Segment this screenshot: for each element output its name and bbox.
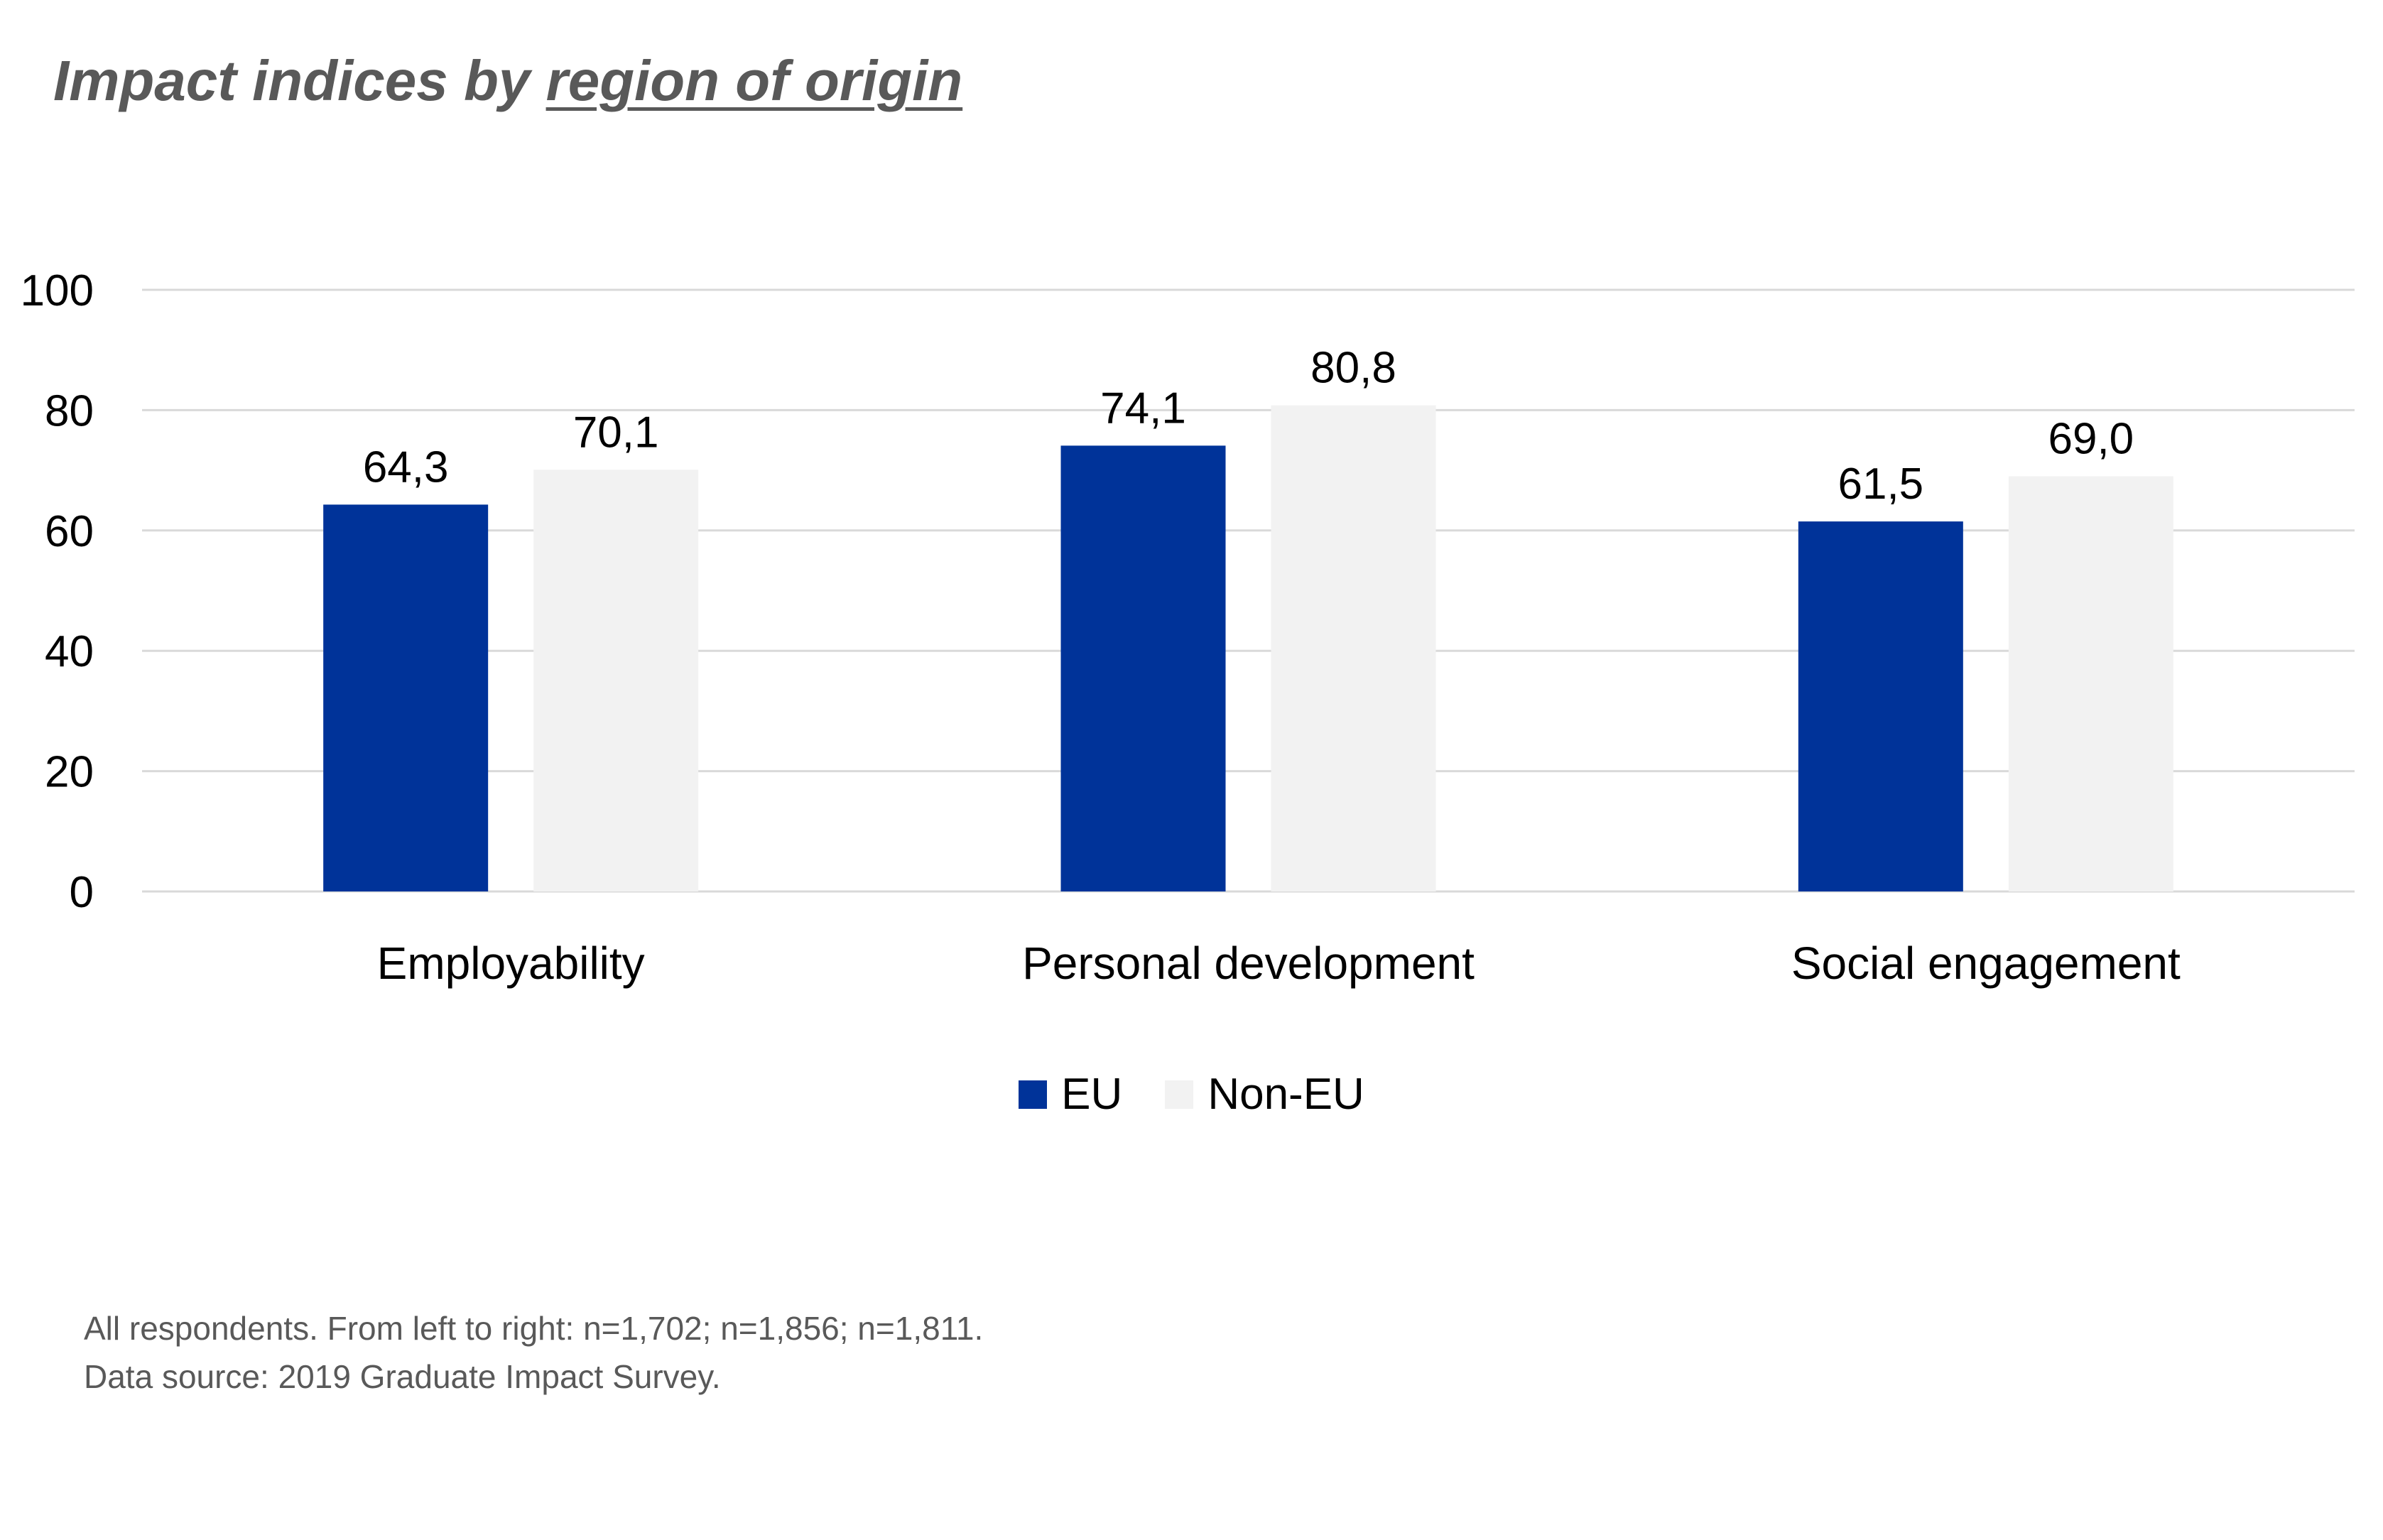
data-label-eu-1: 74,1 (1100, 384, 1186, 433)
y-tick-label-0: 0 (70, 868, 94, 917)
x-category-label-0: Employability (377, 938, 645, 989)
chart-title-underlined: region of origin (545, 49, 963, 112)
legend: EU Non-EU (0, 1069, 2383, 1119)
y-tick-label-20: 20 (45, 748, 94, 797)
chart-title-text: Impact indices by (53, 49, 546, 112)
y-tick-label-100: 100 (21, 266, 94, 315)
bar-eu-1 (1060, 445, 1226, 891)
data-label-non-eu-1: 80,8 (1310, 344, 1396, 393)
data-label-non-eu-2: 69,0 (2048, 415, 2134, 464)
chart-title: Impact indices by region of origin (53, 48, 962, 114)
legend-label-eu: EU (1061, 1070, 1123, 1119)
x-category-label-1: Personal development (1022, 938, 1475, 989)
data-label-eu-2: 61,5 (1838, 460, 1923, 509)
legend-entry-non-eu: Non-EU (1165, 1069, 1364, 1119)
data-label-non-eu-0: 70,1 (573, 408, 659, 457)
bar-eu-2 (1798, 521, 1963, 891)
legend-entry-eu: EU (1019, 1069, 1122, 1119)
y-tick-label-80: 80 (45, 386, 94, 435)
footnote-sample-sizes: All respondents. From left to right: n=1… (84, 1310, 984, 1347)
y-tick-label-60: 60 (45, 507, 94, 556)
footnote: All respondents. From left to right: n=1… (84, 1304, 983, 1401)
footnote-data-source: Data source: 2019 Graduate Impact Survey… (84, 1358, 721, 1395)
bar-non-eu-0 (533, 470, 699, 891)
x-category-label-2: Social engagement (1791, 938, 2181, 989)
data-label-eu-0: 64,3 (363, 443, 449, 492)
legend-label-non-eu: Non-EU (1207, 1070, 1364, 1119)
bar-non-eu-2 (2008, 476, 2173, 891)
legend-swatch-non-eu (1165, 1080, 1194, 1109)
bar-chart: 0 20 40 60 80 100 64,3 70,1 Employability 74,1 80,… (21, 266, 2355, 989)
y-tick-label-40: 40 (45, 627, 94, 676)
bar-eu-0 (323, 504, 489, 891)
legend-swatch-eu (1019, 1080, 1048, 1109)
bar-non-eu-1 (1271, 405, 1436, 891)
